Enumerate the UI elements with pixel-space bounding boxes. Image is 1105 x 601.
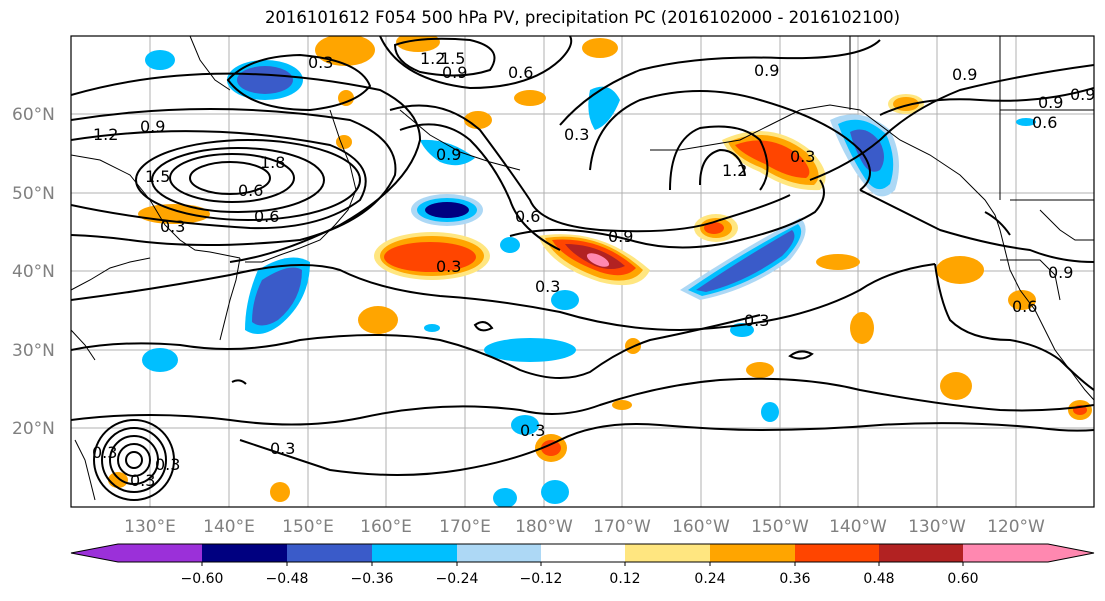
contour-label: 0.6 <box>515 207 540 226</box>
map-title: 2016101612 F054 500 hPa PV, precipitatio… <box>264 8 901 27</box>
coastlines <box>71 36 1094 501</box>
lat-label: 60°N <box>12 105 55 125</box>
lat-label: 50°N <box>12 184 55 204</box>
contour-label: 0.9 <box>754 61 779 80</box>
contour-label: 0.3 <box>436 257 461 276</box>
contour-label: 0.6 <box>238 181 263 200</box>
precip-positive-anomalies <box>108 36 1092 502</box>
colorbar-tick-label: 0.60 <box>947 571 978 587</box>
lon-label: 160°E <box>360 517 412 537</box>
colorbar-segment <box>457 544 541 562</box>
contour-label: 1.2 <box>420 49 445 68</box>
contour-label: 1.8 <box>260 153 285 172</box>
contour-label: 0.3 <box>270 439 295 458</box>
longitude-labels: 130°E 140°E 150°E 160°E 170°E 180°W 170°… <box>124 517 1045 537</box>
contour-label: 0.6 <box>1012 297 1037 316</box>
colorbar-tick-label: 0.12 <box>609 571 640 587</box>
contour-label: 0.3 <box>564 125 589 144</box>
contour-label: 0.3 <box>535 277 560 296</box>
colorbar-tick-label: 0.36 <box>779 571 810 587</box>
contour-label: 0.3 <box>744 311 769 330</box>
contour-label: 0.9 <box>608 227 633 246</box>
colorbar-tick-label: −0.48 <box>266 571 309 587</box>
contour-label: 0.9 <box>952 65 977 84</box>
colorbar-tick-label: −0.24 <box>436 571 479 587</box>
colorbar-segment <box>795 544 879 562</box>
contour-label: 0.3 <box>520 421 545 440</box>
lon-label: 170°W <box>593 517 651 537</box>
contour-label: 0.6 <box>254 207 279 226</box>
colorbar-segment <box>963 544 1094 562</box>
colorbar-segment <box>879 544 963 562</box>
contour-label: 0.6 <box>508 63 533 82</box>
contour-label: 0.6 <box>1032 113 1057 132</box>
colorbar-tick-label: 0.48 <box>863 571 894 587</box>
latitude-labels: 60°N 50°N 40°N 30°N 20°N <box>12 105 55 439</box>
contour-label: 1.5 <box>145 167 170 186</box>
contour-label: 0.3 <box>92 443 117 462</box>
lon-label: 150°W <box>751 517 809 537</box>
lon-label: 180°W <box>515 517 573 537</box>
contour-label: 0.9 <box>442 63 467 82</box>
colorbar-segment <box>202 544 287 562</box>
lon-label: 140°W <box>829 517 887 537</box>
contour-label: 0.3 <box>160 217 185 236</box>
colorbar-tick-marks <box>201 562 964 566</box>
contour-label: 1.2 <box>93 125 118 144</box>
map-frame <box>70 35 1095 508</box>
contour-label: 0.3 <box>308 53 333 72</box>
colorbar-tick-label: −0.12 <box>520 571 563 587</box>
contour-label: 0.9 <box>1048 263 1073 282</box>
lon-label: 130°E <box>124 517 176 537</box>
lon-label: 150°E <box>282 517 334 537</box>
colorbar-outline <box>70 543 1095 563</box>
contour-label: 0.3 <box>790 147 815 166</box>
colorbar-tick-label: 0.24 <box>694 571 725 587</box>
contour-label: 1.5 <box>440 49 465 68</box>
colorbar-segment <box>625 544 710 562</box>
contour-label: 0.9 <box>1070 85 1095 104</box>
lon-label: 130°W <box>908 517 966 537</box>
colorbar-segment <box>541 544 625 562</box>
colorbar-segment <box>372 544 457 562</box>
pv-contours <box>71 36 1094 501</box>
contour-label: 0.9 <box>1038 93 1063 112</box>
colorbar-tick-label: −0.60 <box>181 571 224 587</box>
colorbar-tick-label: −0.36 <box>351 571 394 587</box>
lon-label: 120°W <box>987 517 1045 537</box>
contour-label: 1.2 <box>722 161 747 180</box>
contour-label: 0.9 <box>140 117 165 136</box>
colorbar-segment <box>287 544 372 562</box>
lat-label: 40°N <box>12 262 55 282</box>
colorbar-segment <box>710 544 795 562</box>
contour-label: 0.3 <box>155 455 180 474</box>
colorbar-segment <box>71 544 202 562</box>
contour-label: 0.9 <box>436 145 461 164</box>
colorbar: −0.60 −0.48 −0.36 −0.24 −0.12 0.12 0.24 … <box>70 543 1095 587</box>
contour-label: 0.3 <box>130 471 155 490</box>
lon-label: 140°E <box>203 517 255 537</box>
lat-label: 20°N <box>12 419 55 439</box>
lon-label: 160°W <box>672 517 730 537</box>
lon-label: 170°E <box>439 517 491 537</box>
contour-labels: 0.3 1.5 1.2 0.9 0.6 0.9 0.6 1.2 0.9 1.5 … <box>92 49 1095 490</box>
lat-label: 30°N <box>12 341 55 361</box>
